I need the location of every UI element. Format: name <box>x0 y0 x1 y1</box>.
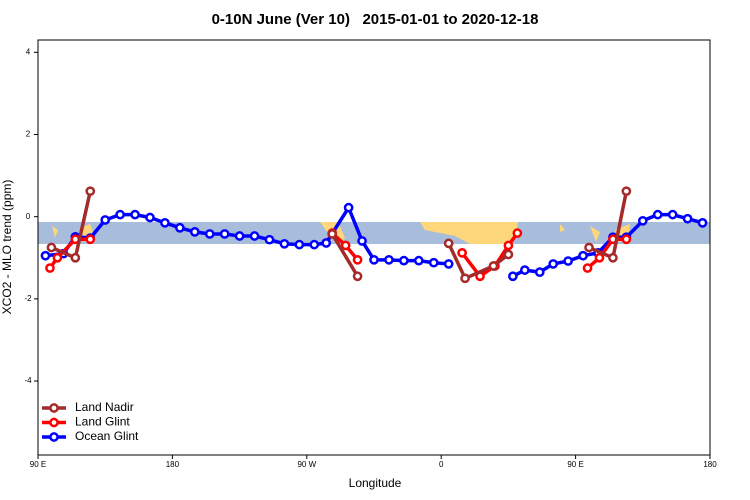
point <box>519 265 530 275</box>
point <box>503 249 514 260</box>
x-tick-label: 90 E <box>567 460 583 469</box>
point <box>582 263 593 273</box>
point <box>264 234 275 245</box>
point <box>428 257 439 268</box>
point <box>352 271 363 282</box>
point <box>189 227 200 237</box>
x-tick-label: 180 <box>703 460 717 469</box>
point <box>594 252 605 263</box>
point <box>352 254 363 265</box>
point <box>682 213 693 224</box>
y-tick-label: -2 <box>24 294 32 303</box>
legend-label: Ocean Glint <box>75 429 139 443</box>
point <box>294 239 305 250</box>
point <box>443 259 454 269</box>
legend-label: Land Glint <box>75 415 130 429</box>
point <box>534 267 545 278</box>
y-tick-label: -4 <box>24 376 32 385</box>
point <box>115 209 125 220</box>
point <box>443 238 454 249</box>
point <box>384 254 394 265</box>
point <box>667 209 678 220</box>
point <box>85 234 96 245</box>
point <box>321 238 332 248</box>
point <box>621 186 632 197</box>
point <box>234 231 245 241</box>
legend-marker <box>49 432 59 442</box>
point <box>508 271 518 282</box>
point <box>343 202 354 213</box>
point <box>100 215 111 225</box>
point <box>369 254 379 265</box>
point <box>608 252 618 263</box>
point <box>249 231 260 241</box>
point <box>130 209 140 220</box>
point <box>204 229 215 239</box>
map-band <box>38 222 710 244</box>
point <box>457 247 467 258</box>
point <box>413 255 424 266</box>
y-tick-label: 2 <box>26 130 31 139</box>
point <box>548 259 559 269</box>
point <box>584 242 594 253</box>
point <box>145 212 155 223</box>
point <box>652 209 663 220</box>
legend-marker <box>49 417 59 428</box>
point <box>637 215 648 226</box>
legend-label: Land Nadir <box>75 400 134 414</box>
point <box>160 217 170 228</box>
point <box>621 234 632 245</box>
x-tick-label: 90 W <box>297 460 316 469</box>
y-tick-label: 0 <box>26 212 31 221</box>
point <box>460 273 470 284</box>
x-tick-label: 0 <box>439 460 444 469</box>
point <box>327 229 338 239</box>
point <box>357 236 367 246</box>
point <box>563 256 573 266</box>
y-axis-label: XCO2 - MLO trend (ppm) <box>0 180 14 315</box>
x-tick-label: 180 <box>166 460 180 469</box>
point <box>46 242 57 253</box>
point <box>512 228 523 238</box>
point <box>309 239 320 250</box>
point <box>52 252 63 263</box>
point <box>488 261 499 271</box>
legend-marker <box>49 403 59 413</box>
point <box>578 250 588 261</box>
point <box>45 263 55 273</box>
point <box>70 252 81 263</box>
y-tick-label: 4 <box>26 47 31 56</box>
plot-frame <box>37 39 711 456</box>
point <box>697 217 708 228</box>
point <box>40 250 51 261</box>
point <box>175 222 185 233</box>
point <box>340 240 351 251</box>
chart-title: 0-10N June (Ver 10) 2015-01-01 to 2020-1… <box>212 11 539 28</box>
point <box>399 255 409 266</box>
x-tick-label: 90 E <box>30 460 46 469</box>
point <box>219 229 230 239</box>
point <box>85 186 96 197</box>
x-axis-label: Longitude <box>349 476 402 490</box>
point <box>279 238 290 249</box>
point <box>503 240 514 251</box>
